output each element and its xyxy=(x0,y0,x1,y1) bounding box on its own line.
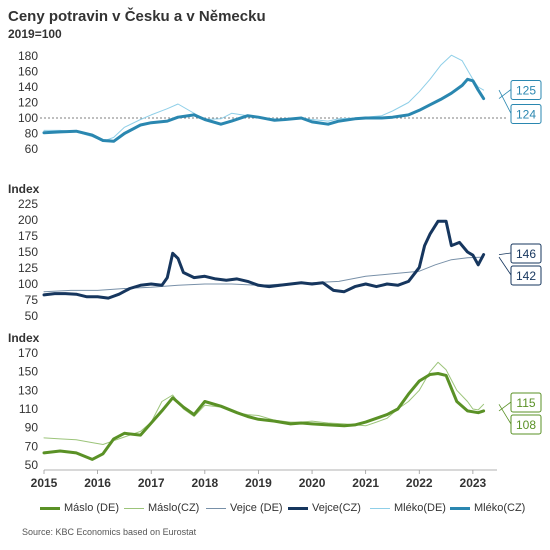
end-label-leader xyxy=(498,89,512,99)
panel-2-axis-label: Index xyxy=(8,182,40,196)
panel-3-y-tick-label: 130 xyxy=(18,383,38,397)
chart-legend: Máslo (DE) Máslo(CZ) Vejce (DE) Vejce(CZ) Ml… xyxy=(0,500,550,516)
end-label-value: 115 xyxy=(516,396,535,410)
legend-swatch xyxy=(124,507,144,509)
y-axis-label: 2019=100 xyxy=(8,27,62,41)
panel-1-y-tick-label: 180 xyxy=(18,49,38,63)
x-tick-label: 2017 xyxy=(138,476,165,490)
x-tick-label: 2021 xyxy=(352,476,379,490)
panel-3-y-tick-label: 90 xyxy=(25,421,39,435)
panel-2-y-tick-label: 225 xyxy=(18,197,38,211)
panel-3-y-tick-label: 150 xyxy=(18,365,38,379)
legend-label: Mléko(CZ) xyxy=(474,502,526,514)
series-line-ml-ko-cz- xyxy=(42,77,486,143)
end-label-value: 146 xyxy=(516,247,536,261)
legend-item: Mléko(CZ) xyxy=(450,500,525,516)
legend-item: Vejce(CZ) xyxy=(288,500,361,516)
panel-1-y-tick-label: 160 xyxy=(18,65,38,79)
series-line-m-slo-de- xyxy=(42,372,486,461)
legend-item: Máslo (DE) xyxy=(40,500,119,516)
panel-2-y-tick-label: 175 xyxy=(18,229,38,243)
end-label-leader xyxy=(498,252,512,255)
panel-2-y-tick-label: 125 xyxy=(18,261,38,275)
panel-2-y-tick-label: 200 xyxy=(18,213,38,227)
legend-label: Mléko(DE) xyxy=(394,502,446,514)
panel-1-y-tick-label: 80 xyxy=(25,127,39,141)
x-tick-label: 2015 xyxy=(31,476,58,490)
legend-swatch xyxy=(288,506,308,510)
end-label-box xyxy=(510,392,542,413)
end-label-box xyxy=(510,265,542,286)
x-tick-label: 2022 xyxy=(406,476,433,490)
panel-3-y-tick-label: 70 xyxy=(25,439,39,453)
end-label-box xyxy=(510,414,542,435)
x-tick-label: 2016 xyxy=(84,476,111,490)
panel-3-axis-label: Index xyxy=(8,331,40,345)
legend-swatch xyxy=(206,507,226,509)
panel-1-y-tick-label: 60 xyxy=(25,142,39,156)
series-line-ml-ko-de- xyxy=(43,54,485,142)
legend-item: Vejce (DE) xyxy=(206,500,283,516)
panel-3-y-tick-label: 110 xyxy=(19,402,38,416)
panel-1-y-tick-label: 120 xyxy=(18,96,38,110)
legend-item: Mléko(DE) xyxy=(370,500,446,516)
panel-2-y-tick-label: 150 xyxy=(18,245,38,259)
series-line-m-slo-cz- xyxy=(43,361,485,445)
panel-2-y-tick-label: 75 xyxy=(25,293,39,307)
end-label-box xyxy=(510,243,542,264)
end-label-leader xyxy=(498,404,512,425)
panel-2-y-tick-label: 50 xyxy=(25,309,39,323)
panel-3-y-tick-label: 50 xyxy=(25,458,39,472)
end-label-value: 125 xyxy=(516,84,536,98)
end-label-leader xyxy=(498,89,512,114)
end-label-leader xyxy=(498,401,512,412)
panel-2-y-tick-label: 100 xyxy=(18,277,38,291)
legend-label: Vejce(CZ) xyxy=(312,502,361,514)
end-label-value: 142 xyxy=(516,269,536,283)
end-label-box xyxy=(510,80,542,100)
legend-label: Máslo(CZ) xyxy=(148,502,200,514)
legend-swatch xyxy=(40,506,60,510)
chart-title: Ceny potravin v Česku a v Německu xyxy=(8,8,266,25)
end-label-box xyxy=(510,104,542,124)
end-label-value: 124 xyxy=(516,108,536,122)
legend-label: Máslo (DE) xyxy=(64,502,120,514)
end-label-leader xyxy=(498,256,512,276)
series-line-vejce-cz- xyxy=(42,219,486,300)
x-tick-label: 2020 xyxy=(299,476,326,490)
legend-label: Vejce (DE) xyxy=(230,502,283,514)
panel-3-y-tick-label: 170 xyxy=(18,346,38,360)
legend-swatch xyxy=(450,506,470,510)
legend-item: Máslo(CZ) xyxy=(124,500,199,516)
panel-1-y-tick-label: 140 xyxy=(18,80,38,94)
legend-swatch xyxy=(370,507,390,509)
x-tick-label: 2018 xyxy=(191,476,218,490)
panel-1-y-tick-label: 100 xyxy=(18,111,38,125)
x-tick-label: 2023 xyxy=(460,476,487,490)
end-label-value: 108 xyxy=(516,418,536,432)
x-tick-label: 2019 xyxy=(245,476,272,490)
source-note: Source: KBC Economics based on Eurostat xyxy=(22,527,197,537)
